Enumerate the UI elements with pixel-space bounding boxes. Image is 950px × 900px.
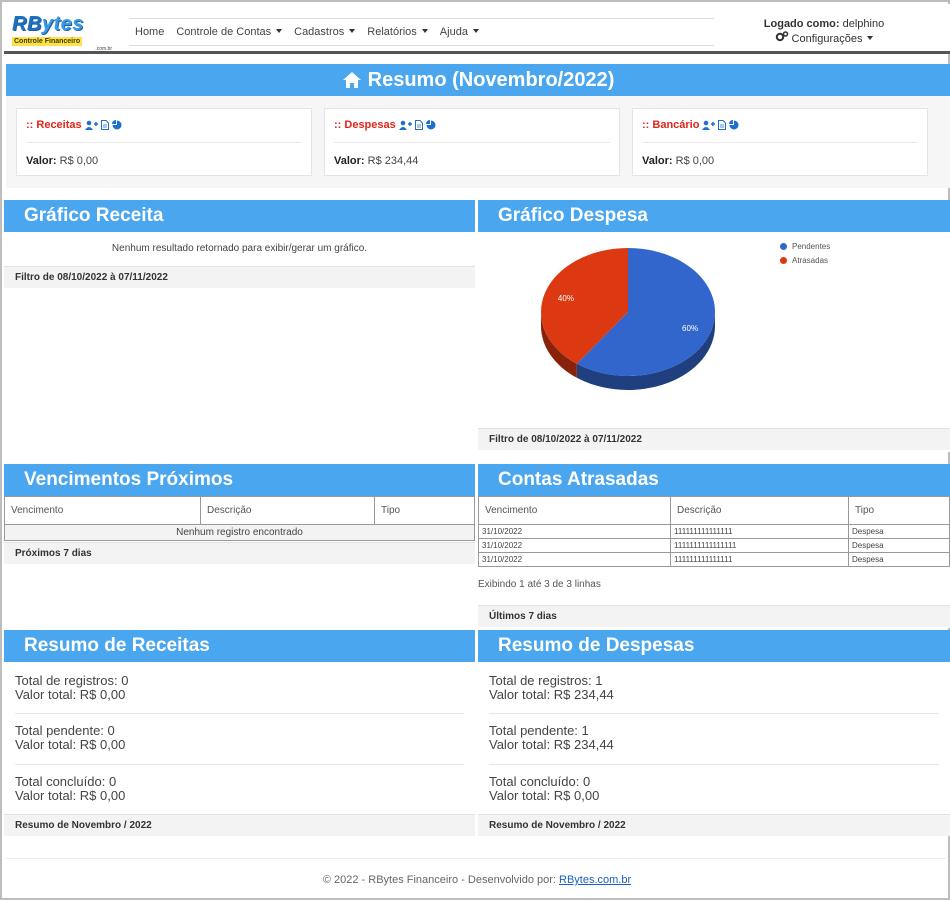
card-value-bancario: R$ 0,00 — [675, 155, 715, 167]
card-value-despesas: R$ 234,44 — [367, 155, 419, 167]
menu-controle-de-contas[interactable]: Controle de Contas — [170, 26, 288, 38]
panel-grafico-despesa: Gráfico Despesa 60% 40% Pendentes Atrasad… — [478, 200, 950, 452]
add-user-icon[interactable] — [84, 120, 98, 130]
table-row[interactable]: 31/10/2022 111111111111111 Despesa — [478, 552, 950, 567]
legend-item-pendentes[interactable]: Pendentes — [780, 242, 830, 251]
table-row[interactable]: 31/10/2022 1111111111111111 Despesa — [478, 538, 950, 553]
menu-relatorios[interactable]: Relatórios — [361, 26, 434, 38]
pie-slice-atrasadas[interactable] — [541, 248, 628, 364]
resumo-header: Resumo (Novembro/2022) — [6, 64, 950, 96]
col-header-descricao[interactable]: Descrição — [200, 496, 375, 525]
panel-footer: Resumo de Novembro / 2022 — [4, 814, 475, 836]
file-icon[interactable] — [100, 120, 109, 130]
panel-footer: Resumo de Novembro / 2022 — [478, 814, 950, 836]
logo-text-rb: RB — [12, 13, 42, 35]
legend-item-atrasadas[interactable]: Atrasadas — [780, 256, 828, 265]
panel-resumo-receitas: Resumo de Receitas Total de registros: 0… — [4, 630, 475, 836]
panel-footer: Últimos 7 dias — [478, 605, 950, 627]
card-title-receitas[interactable]: :: Receitas — [26, 119, 82, 131]
panel-contas-atrasadas: Contas Atrasadas Vencimento Descrição Ti… — [478, 464, 950, 628]
panel-footer: Filtro de 08/10/2022 à 07/11/2022 — [4, 266, 475, 288]
col-header-vencimento[interactable]: Vencimento — [4, 496, 201, 525]
pie-chart: 60% 40% — [541, 248, 715, 390]
pie-slice-pendentes[interactable] — [576, 248, 715, 376]
legend-dot — [780, 243, 787, 250]
pagination-info: Exibindo 1 até 3 de 3 linhas — [478, 579, 601, 590]
card-despesas: :: Despesas Valor: R$ 234,44 — [324, 108, 620, 176]
panel-title: Gráfico Receita — [4, 200, 475, 232]
no-results-message: Nenhum resultado retornado para exibir/g… — [111, 243, 368, 254]
logged-label: Logado como: — [763, 18, 840, 30]
page-footer: © 2022 - RBytes Financeiro - Desenvolvid… — [2, 874, 950, 886]
legend-dot — [780, 257, 787, 264]
panel-title: Contas Atrasadas — [478, 464, 950, 496]
home-icon — [342, 72, 361, 88]
card-title-despesas[interactable]: :: Despesas — [334, 119, 396, 131]
pie-label-pendentes: 60% — [682, 324, 698, 333]
summary-concluido: Total concluído: 0 Valor total: R$ 0,00 — [489, 774, 600, 803]
footer-link[interactable]: RBytes.com.br — [559, 874, 632, 886]
main-menu: Home Controle de Contas Cadastros Relató… — [129, 18, 714, 46]
add-user-icon[interactable] — [702, 120, 716, 130]
caret-down-icon — [276, 29, 283, 33]
pie-label-atrasadas: 40% — [558, 294, 574, 303]
vencimentos-table: Vencimento Descrição Tipo Nenhum registr… — [4, 496, 475, 541]
resumo-title: Resumo (Novembro/2022) — [367, 69, 615, 91]
atrasadas-table: Vencimento Descrição Tipo 31/10/2022 1111… — [478, 496, 950, 567]
menu-cadastros[interactable]: Cadastros — [288, 26, 361, 38]
panel-title: Vencimentos Próximos — [4, 464, 475, 496]
col-header-tipo[interactable]: Tipo — [374, 496, 475, 525]
summary-pendente: Total pendente: 0 Valor total: R$ 0,00 — [15, 723, 126, 752]
panel-resumo-despesas: Resumo de Despesas Total de registros: 1… — [478, 630, 950, 836]
resumo-cards: :: Receitas Valor: R$ 0,00 :: Despesas V… — [6, 96, 950, 188]
col-header-vencimento[interactable]: Vencimento — [478, 496, 671, 525]
brand-logo[interactable]: RBytes Controle Financeiro .com.br — [12, 13, 122, 52]
logo-domain: .com.br — [95, 46, 112, 52]
card-title-bancario[interactable]: :: Bancário — [642, 119, 700, 131]
empty-message: Nenhum registro encontrado — [4, 524, 475, 541]
summary-concluido: Total concluído: 0 Valor total: R$ 0,00 — [15, 774, 126, 803]
panel-title: Gráfico Despesa — [478, 200, 950, 232]
logo-subtitle: Controle Financeiro — [12, 37, 83, 46]
summary-registros: Total de registros: 1 Valor total: R$ 23… — [489, 673, 614, 702]
panel-footer: Próximos 7 dias — [4, 542, 475, 564]
summary-pendente: Total pendente: 1 Valor total: R$ 234,44 — [489, 723, 614, 752]
col-header-tipo[interactable]: Tipo — [848, 496, 950, 525]
pie-chart-icon[interactable] — [425, 120, 436, 130]
pie-chart-icon[interactable] — [111, 120, 122, 130]
summary-registros: Total de registros: 0 Valor total: R$ 0,… — [15, 673, 129, 702]
user-box: Logado como: delphino Configurações — [749, 18, 899, 46]
settings-menu[interactable]: Configurações — [749, 31, 899, 46]
navbar: RBytes Controle Financeiro .com.br Home … — [4, 4, 950, 54]
col-header-descricao[interactable]: Descrição — [670, 496, 849, 525]
panel-footer: Filtro de 08/10/2022 à 07/11/2022 — [478, 428, 950, 450]
caret-down-icon — [421, 29, 428, 33]
pie-chart-icon[interactable] — [729, 120, 739, 130]
caret-down-icon — [349, 29, 356, 33]
card-bancario: :: Bancário Valor: R$ 0,00 — [632, 108, 928, 176]
panel-title: Resumo de Despesas — [478, 630, 950, 662]
panel-title: Resumo de Receitas — [4, 630, 475, 662]
panel-vencimentos: Vencimentos Próximos Vencimento Descriçã… — [4, 464, 475, 566]
menu-home[interactable]: Home — [135, 26, 165, 38]
gears-icon — [775, 31, 788, 42]
card-value-receitas: R$ 0,00 — [59, 155, 99, 167]
logo-text-ytes: ytes — [41, 13, 84, 35]
panel-grafico-receita: Gráfico Receita Nenhum resultado retorna… — [4, 200, 475, 290]
card-receitas: :: Receitas Valor: R$ 0,00 — [16, 108, 312, 176]
footer-text: © 2022 - RBytes Financeiro - Desenvolvid… — [322, 874, 556, 886]
menu-ajuda[interactable]: Ajuda — [434, 26, 485, 38]
caret-down-icon — [867, 36, 874, 40]
settings-label: Configurações — [791, 33, 863, 45]
table-row[interactable]: 31/10/2022 111111111111111 Despesa — [478, 524, 950, 539]
caret-down-icon — [472, 29, 479, 33]
pie-slice-side-0 — [576, 312, 715, 390]
add-user-icon[interactable] — [398, 120, 412, 130]
pie-slice-side-1 — [541, 312, 577, 378]
file-icon[interactable] — [718, 120, 727, 130]
username: delphino — [842, 18, 885, 30]
file-icon[interactable] — [414, 120, 423, 130]
